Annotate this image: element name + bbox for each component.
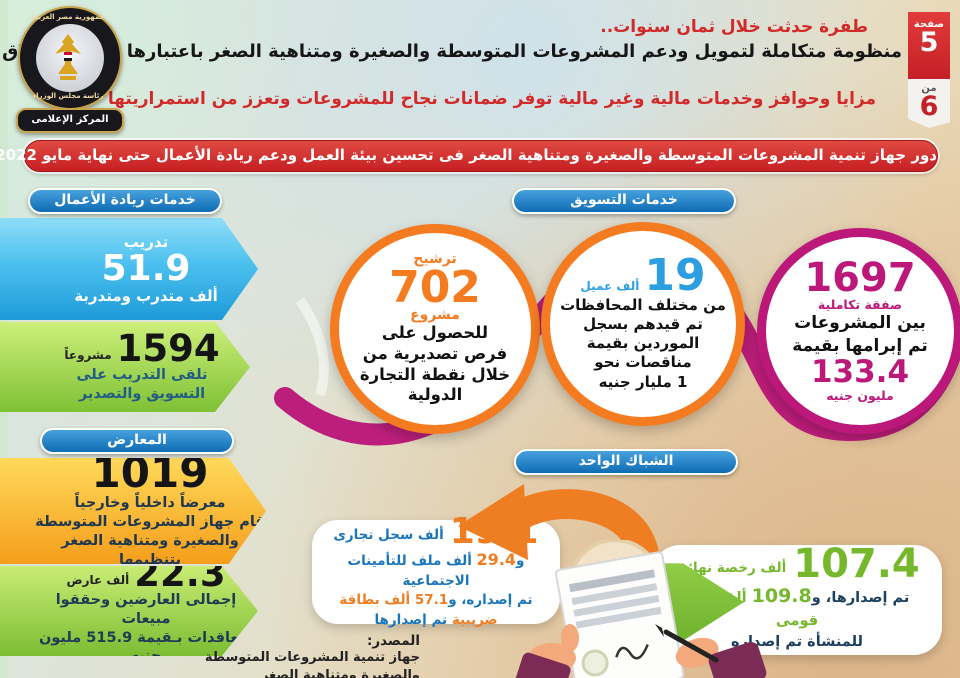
logo-top-text: جمهورية مصر العربية (31, 13, 105, 21)
trained-projects-stat-arrow: 1594 مشروعاً تلقى التدريب على التسويق وا… (0, 322, 250, 412)
page-badge-bottom: من 6 (908, 79, 950, 128)
suppliers-value: 19 (644, 250, 706, 302)
licenses-l2-pre: تم إصدارها، و (811, 590, 910, 606)
page-label: صفحة (913, 19, 945, 30)
training-unit: ألف متدرب ومتدربة (74, 287, 218, 306)
registry-l3-pre: تم إصداره، و (448, 592, 533, 609)
exhibitors-stat-arrow: 22.3 ألف عارض إجمالى العارضين وحققوا مبي… (0, 566, 258, 656)
licenses-line2: تم إصدارها، و109.8 ألف رقم قومى (666, 582, 928, 632)
licenses-line3: للمنشأة تم إصداره (731, 634, 863, 651)
exhibitors-unit: ألف عارض (66, 572, 130, 587)
fairs-stat-arrow: 1019 معرضاً داخلياً وخارجياً قام جهاز ال… (0, 458, 266, 564)
deals-value: 1697 (804, 255, 916, 302)
page-number: 5 (919, 27, 939, 58)
deals-desc1: بين المشروعات (794, 313, 926, 334)
fairs-desc1: معرضاً داخلياً وخارجياً (74, 495, 226, 512)
registry-l2-pre: و (516, 553, 525, 570)
logo-banner: المركز الإعلامى (16, 108, 124, 133)
licenses-l2-num: 109.8 (751, 585, 812, 607)
eagle-icon (55, 34, 81, 80)
training-label: تدريب (123, 232, 169, 251)
suppliers-desc5: 1 مليار جنيه (598, 372, 688, 391)
suppliers-desc3: الموردين بقيمة (586, 334, 700, 353)
licenses-value: 107.4 (793, 541, 920, 587)
fairs-desc2: قام جهاز المشروعات المتوسطة (35, 514, 265, 531)
exhibitors-value: 22.3 (134, 551, 226, 595)
exhibitors-desc1: إجمالى العارضين وحققوا مبيعات (55, 591, 237, 627)
fairs-value: 1019 (91, 448, 209, 498)
suppliers-registry-circle: 19 ألف عميل من مختلف المحافظات تم قيدهم … (541, 222, 745, 426)
export-desc2: فرص تصديرية من (362, 344, 508, 363)
deals-unit: صفقة تكاملية (817, 297, 903, 313)
commercial-registry-box: 19.1 ألف سجل تجارى و29.4 ألف ملف للتأمين… (312, 513, 560, 628)
registry-line2: و29.4 ألف ملف للتأمينات الاجتماعية (326, 548, 546, 591)
licenses-unit: ألف رخصة نهائية (674, 560, 787, 576)
export-desc4: الدولية (407, 385, 463, 405)
registry-unit: ألف سجل تجارى (333, 527, 444, 544)
export-desc1: للحصول على (381, 323, 489, 343)
source-block: المصدر: جهاز تنمية المشروعات المتوسطة وا… (148, 633, 420, 678)
pill-marketing-services: خدمات التسويق (512, 188, 736, 214)
fairs-desc3: والصغيرة ومتناهية الصغر بتنظيمها (61, 533, 239, 568)
registry-line3: تم إصداره، و57.1 ألف بطاقة ضريبية تم إصد… (326, 591, 546, 630)
suppliers-desc1: من مختلف المحافظات (560, 295, 726, 314)
trained-projects-unit: مشروعاً (64, 347, 112, 362)
header-main-title: منظومة متكاملة لتمويل ودعم المشروعات الم… (0, 41, 902, 62)
page-total: 6 (919, 91, 939, 123)
section-title-bar: دور جهاز تنمية المشروعات المتوسطة والصغي… (0, 140, 938, 172)
page-number-badge: صفحة 5 من 6 (908, 12, 950, 128)
exhibitors-desc2: وتعاقدات بـقيمة 515.9 مليون جنيه (38, 629, 254, 665)
pill-entrepreneurship-services: خدمات ريادة الأعمال (28, 188, 222, 214)
export-nomination-circle: ترشيح 702 مشروع للحصول على فرص تصديرية م… (330, 224, 540, 434)
header-subtitle: مزايا وحوافز وخدمات مالية وغير مالية توف… (107, 89, 876, 109)
export-desc3: خلال نقطة التجارة (359, 364, 511, 384)
registry-l2-num: 29.4 (476, 550, 517, 570)
government-logo: جمهورية مصر العربية رئاسة مجلس الوزراء ا… (14, 6, 124, 134)
source-text: جهاز تنمية المشروعات المتوسطة والصغيرة و… (204, 650, 420, 678)
pill-single-window: الشباك الواحد (514, 449, 738, 475)
header-kicker: طفرة حدثت خلال ثمان سنوات.. (600, 17, 868, 37)
logo-bottom-text: رئاسة مجلس الوزراء (32, 92, 104, 100)
source-label: المصدر: (366, 633, 420, 649)
page-of-label: من (921, 83, 937, 95)
suppliers-unit: ألف عميل (580, 278, 640, 293)
registry-l2-rest: ألف ملف للتأمينات الاجتماعية (347, 553, 477, 589)
page-badge-top: صفحة 5 (908, 12, 950, 80)
training-value: 51.9 (101, 247, 191, 289)
registry-l3-rest: تم إصدارها (374, 611, 452, 628)
suppliers-desc4: مناقصات نحو (594, 353, 692, 372)
deals-amount-unit: مليون جنيه (826, 387, 894, 403)
registry-value: 19.1 (449, 510, 539, 552)
pill-exhibitions: المعارض (40, 428, 234, 454)
suppliers-desc2: تم قيدهم بسجل (583, 315, 703, 334)
training-stat-arrow: تدريب 51.9 ألف متدرب ومتدربة (0, 218, 258, 320)
trained-projects-value: 1594 (116, 326, 220, 370)
integration-deals-circle: 1697 صفقة تكاملية بين المشروعات تم إبرام… (757, 228, 960, 434)
trained-projects-desc2: التسويق والتصدير (78, 385, 206, 402)
export-value: 702 (389, 261, 481, 313)
trained-projects-desc1: تلقى التدريب على (76, 366, 208, 383)
deals-amount: 133.4 (810, 353, 910, 390)
export-unit: مشروع (410, 306, 460, 323)
registry-l3-highlight: 57.1 ألف بطاقة ضريبية (339, 592, 498, 628)
